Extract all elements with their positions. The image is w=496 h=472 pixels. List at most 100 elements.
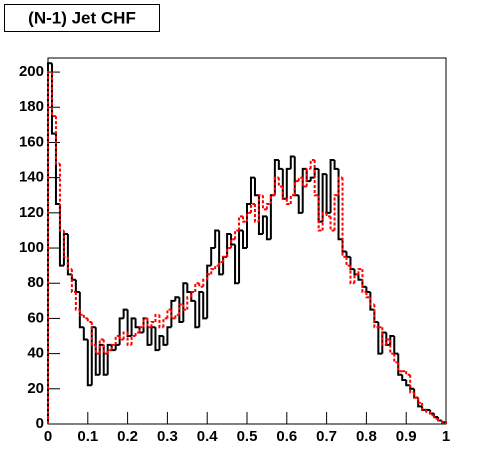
histogram-bin — [405, 371, 411, 376]
histogram-bin — [86, 318, 92, 323]
histogram-bin — [98, 343, 104, 375]
histogram-bin — [206, 264, 212, 319]
histogram-bin — [106, 343, 112, 375]
histogram-bin — [325, 212, 331, 218]
histogram-bin — [62, 230, 68, 258]
histogram-bin — [178, 297, 184, 323]
histogram-bin — [277, 177, 283, 188]
histogram-bin — [106, 349, 112, 354]
y-tick-label: 20 — [27, 380, 44, 397]
histogram-bin — [170, 309, 176, 320]
histogram-bin — [62, 232, 68, 266]
histogram-bin — [273, 176, 279, 196]
histogram-bin — [130, 335, 136, 345]
x-tick-label: 0.6 — [276, 428, 297, 445]
histogram-bin — [313, 167, 319, 178]
histogram-bin — [162, 317, 168, 328]
histogram-bin — [333, 194, 339, 231]
histogram-bin — [98, 338, 104, 354]
histogram-bin — [170, 299, 176, 328]
histogram-bin — [417, 397, 423, 404]
histogram-bin — [194, 300, 200, 329]
histogram-bin — [58, 163, 64, 232]
histogram-bin — [226, 247, 232, 257]
x-tick-label: 0.2 — [117, 428, 138, 445]
histogram-bin — [329, 159, 335, 213]
x-tick-label: 0.1 — [77, 428, 98, 445]
title-box — [4, 4, 160, 32]
histogram-bin — [158, 314, 164, 329]
histogram-bin — [82, 314, 88, 320]
histogram-bin — [389, 339, 395, 355]
histogram-bin — [206, 273, 212, 280]
histogram-bin — [150, 320, 156, 328]
histogram-bin — [146, 318, 152, 329]
histogram-bin — [130, 317, 136, 337]
histogram-bin — [78, 309, 84, 316]
x-tick-label: 0.4 — [197, 428, 219, 445]
histogram-bin — [345, 256, 351, 267]
histogram-bin — [309, 176, 315, 182]
histogram-bin — [405, 380, 411, 387]
histogram-bin — [341, 177, 347, 258]
histogram-bin — [373, 304, 379, 329]
histogram-bin — [377, 321, 383, 355]
histogram-bin — [249, 203, 255, 213]
histogram-bin — [257, 194, 263, 222]
x-tick-label: 0 — [44, 428, 52, 445]
y-tick-label: 120 — [19, 204, 44, 221]
histogram-bin — [214, 264, 220, 270]
histogram-bin — [230, 238, 236, 249]
histogram-bin — [249, 176, 255, 205]
histogram-bin — [126, 332, 132, 346]
x-tick-label: 0.7 — [316, 428, 337, 445]
x-tick-label: 0.8 — [356, 428, 377, 445]
histogram-bin — [317, 195, 323, 232]
histogram-bin — [353, 273, 359, 284]
histogram-bin — [234, 229, 240, 240]
histogram-bin — [210, 247, 216, 266]
histogram-bin — [70, 269, 76, 294]
histogram-bin — [285, 198, 291, 206]
histogram-bin — [321, 173, 327, 222]
histogram-bin — [321, 211, 327, 231]
histogram-bin — [202, 292, 208, 320]
histogram-bin — [66, 256, 72, 271]
y-tick-label: 40 — [27, 345, 44, 362]
histogram-bin — [357, 274, 363, 281]
histogram-bin — [261, 215, 267, 234]
histogram-bin — [158, 335, 164, 351]
histogram-bin — [253, 177, 259, 197]
histogram-bin — [281, 186, 287, 200]
histogram-bin — [361, 269, 367, 294]
histogram-bin — [421, 402, 427, 411]
histogram-bin — [202, 278, 208, 287]
histogram-bin — [126, 309, 132, 338]
histogram-bin — [54, 116, 60, 165]
histogram-bin — [413, 392, 419, 399]
histogram-bin — [333, 160, 339, 170]
histogram-bin — [385, 338, 391, 345]
histogram-bin — [198, 283, 204, 288]
histogram-bin — [186, 296, 192, 310]
y-tick-label: 160 — [19, 133, 44, 150]
histogram-bin — [246, 203, 251, 249]
histogram-bin — [329, 216, 335, 232]
histogram-bin — [349, 265, 355, 285]
histogram-bin — [154, 327, 160, 352]
histogram-bin — [174, 296, 180, 301]
histogram-bin — [78, 292, 84, 329]
histogram-bin — [182, 304, 188, 311]
histogram-bin — [441, 420, 447, 424]
histogram-bin — [114, 335, 120, 345]
histogram-bin — [393, 353, 399, 364]
histogram-bin — [222, 255, 228, 263]
x-tick-label: 0.3 — [157, 428, 178, 445]
histogram-bin — [146, 318, 152, 346]
x-tick-label: 0.5 — [237, 428, 258, 445]
histogram-bin — [253, 204, 259, 223]
histogram-bin — [265, 203, 271, 210]
histogram-bin — [86, 339, 92, 387]
histogram-bin — [134, 331, 140, 337]
histogram-bin — [257, 195, 263, 235]
